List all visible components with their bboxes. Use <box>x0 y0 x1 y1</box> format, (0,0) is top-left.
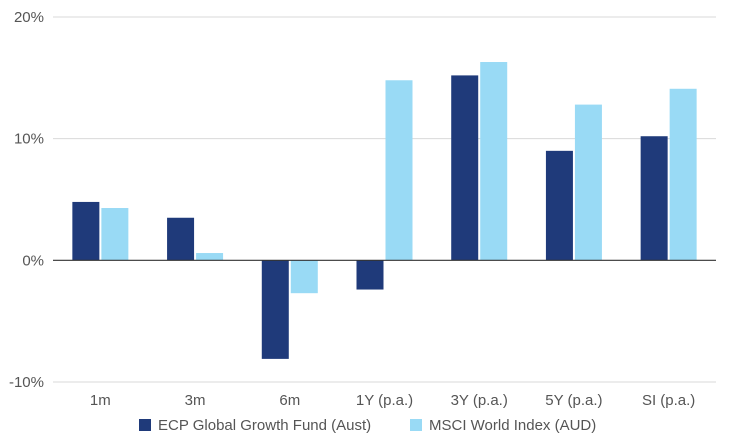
y-tick-label: 10% <box>14 131 44 148</box>
bar-series-1-6m <box>261 260 289 359</box>
x-category-label: 6m <box>279 392 300 409</box>
legend-swatch <box>139 419 151 431</box>
y-tick-label: -10% <box>9 374 44 391</box>
bar-series-2-si-p-a- <box>669 88 697 261</box>
bar-series-2-1y-p-a- <box>385 80 413 261</box>
x-category-label: 5Y (p.a.) <box>545 392 602 409</box>
bar-series-2-5y-p-a- <box>574 104 602 261</box>
bar-series-1-3y-p-a- <box>451 75 479 261</box>
x-category-label: 3Y (p.a.) <box>451 392 508 409</box>
bar-series-1-1m <box>72 201 100 261</box>
y-axis-ticks: -10% 0% 10% 20% <box>9 9 44 391</box>
legend-label: MSCI World Index (AUD) <box>429 417 596 434</box>
legend-swatch <box>410 419 422 431</box>
bar-series-1-3m <box>167 217 195 261</box>
gridlines <box>53 16 716 383</box>
legend-label: ECP Global Growth Fund (Aust) <box>158 417 371 434</box>
x-category-label: 1Y (p.a.) <box>356 392 413 409</box>
bar-series-2-3y-p-a- <box>480 62 508 261</box>
x-category-label: 3m <box>185 392 206 409</box>
x-category-label: SI (p.a.) <box>642 392 695 409</box>
bar-series-2-3m <box>196 253 224 261</box>
bar-series-2-1m <box>101 208 129 261</box>
bars <box>72 62 697 359</box>
y-tick-label: 0% <box>22 252 44 269</box>
x-category-label: 1m <box>90 392 111 409</box>
bar-series-1-1y-p-a- <box>356 260 384 290</box>
bar-series-1-5y-p-a- <box>545 150 573 261</box>
bar-series-2-6m <box>290 260 318 294</box>
y-tick-label: 20% <box>14 9 44 26</box>
legend: ECP Global Growth Fund (Aust) MSCI World … <box>139 417 596 434</box>
bar-series-1-si-p-a- <box>640 136 668 261</box>
x-axis-categories: 1m 3m 6m 1Y (p.a.) 3Y (p.a.) 5Y (p.a.) SI (p.a… <box>90 392 695 409</box>
